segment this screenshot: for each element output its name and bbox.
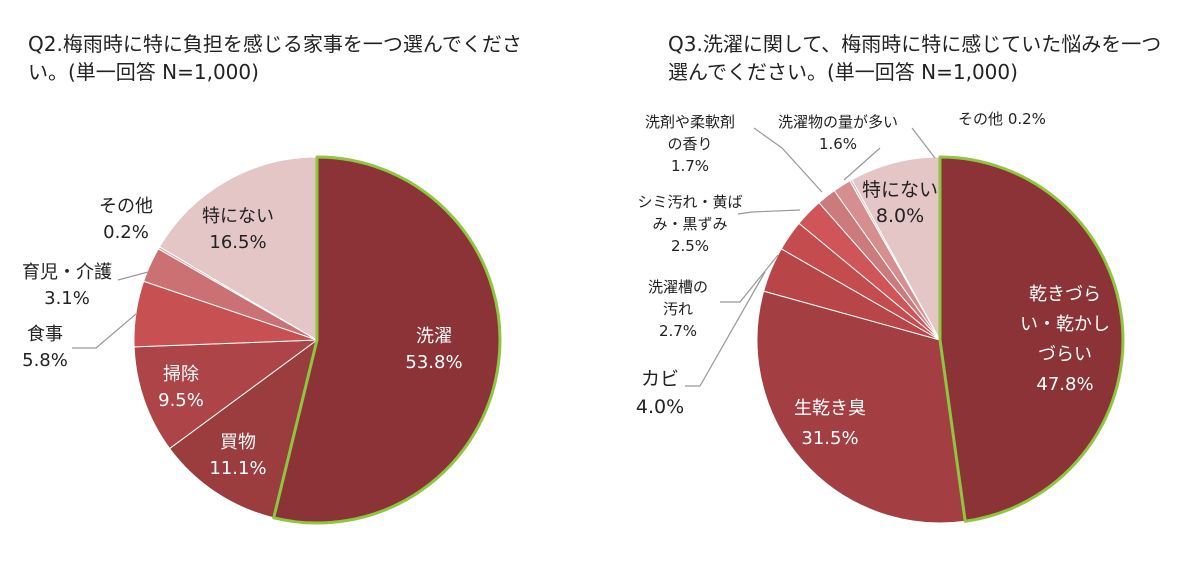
q3-label-namagawaki: 生乾き臭 31.5% [794,398,866,449]
q2-label-tokuninai: 特にない 16.5% [202,206,274,253]
q3-leader-shimi [737,209,801,215]
pie-labels: 洗濯 53.8% 買物 11.1%掃除 9.5% 特にない 16.5% 食事 5.8% 育児・介護… [22,110,1110,479]
chart-title-q2: Q2.梅雨時に特に負担を感じる家事を一つ選んでくださ い。(単一回答 N=1,0… [28,30,558,86]
q2-slice-3 [133,339,319,450]
chart-title-q3-line2: 選んでください。(単一回答 N=1,000) [668,60,1018,84]
q3-label-sentakusou: 洗濯槽の汚れ 2.7% [648,278,708,340]
q3-slice-9 [851,156,941,341]
q3-leader-kabi [685,271,766,387]
chart-title-q2-line1: Q2.梅雨時に特に負担を感じる家事を一つ選んでくださ [28,32,522,56]
chart-title-q2-line2: い。(単一回答 N=1,000) [28,60,259,84]
q2-slice-7 [158,156,318,341]
q2-leader-ikuji [117,271,149,281]
q2-label-sonota: その他 0.2% [99,196,153,243]
q3-label-kabi: カビ 4.0% [636,368,684,418]
pie-chart-q2 [133,155,502,525]
q3-leader-senzai [753,127,823,193]
q3-label-kawakizurai: 乾きづらい・乾かしづらい 47.8% [1020,284,1110,395]
q3-label-shimi: シミ汚れ・黄ばみ・黒ずみ 2.5% [637,193,742,255]
q2-label-kaimono: 買物 11.1% [209,432,266,479]
q3-label-ryou: 洗濯物の量が多い 1.6% [778,113,898,153]
q2-slice-2 [168,338,318,519]
q3-label-senzai: 洗剤や柔軟剤の香り 1.7% [645,113,735,175]
chart-title-q3-line1: Q3.洗濯に関して、梅雨時に特に感じていた悩みを一つ [668,32,1162,56]
q2-leader-shokuji [72,313,137,349]
q3-label-sonota: その他 0.2% [958,110,1046,128]
q2-label-sentaku: 洗濯 53.8% [405,326,462,373]
chart-title-q3: Q3.洗濯に関して、梅雨時に特に感じていた悩みを一つ 選んでください。(単一回答… [668,30,1188,86]
q3-highlight-outline [938,155,1125,523]
q2-label-shokuji: 食事 5.8% [22,324,68,371]
q2-label-souji: 掃除 9.5% [158,364,204,411]
q2-label-ikuji: 育児・介護 3.1% [22,262,112,309]
q3-slice-1 [939,156,1124,522]
q3-leader-sonota [911,127,936,159]
q3-slice-2 [756,290,966,524]
q3-leader-ryou [843,147,881,181]
pie-chart-q3 [756,155,1125,524]
q3-label-tokuninai: 特にない 8.0% [862,179,938,227]
q2-highlight-outline [272,155,502,525]
q3-leader-sentakusou [720,254,779,303]
